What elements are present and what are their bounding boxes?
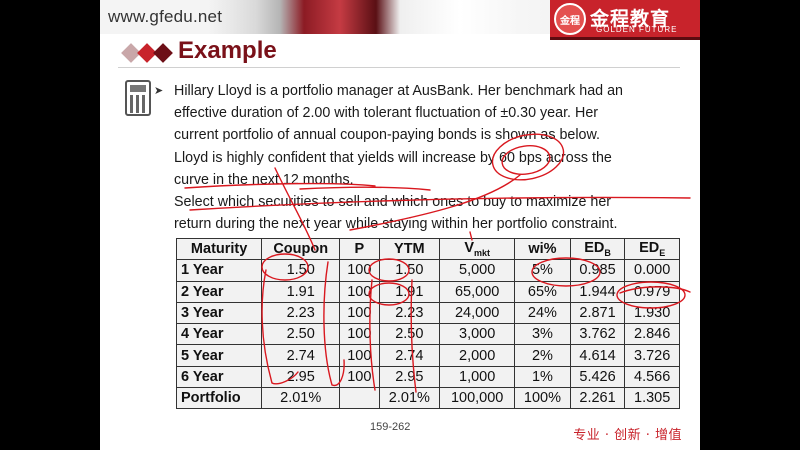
- table-cell: 2%: [514, 344, 571, 367]
- text-line: Select which securities to sell and whic…: [174, 194, 612, 211]
- table-cell: 0.985: [569, 259, 626, 282]
- table-cell: 4.566: [624, 365, 680, 389]
- table-cell: 2.95: [261, 365, 341, 389]
- table-cell: 2.01%: [378, 387, 441, 410]
- row-label: 2 Year: [175, 280, 263, 303]
- table-cell: 100,000: [439, 387, 516, 410]
- bullet-arrow-icon: ➤: [154, 85, 164, 97]
- table-cell: 100: [339, 259, 380, 282]
- table-cell: 100: [339, 280, 380, 303]
- row-label: 4 Year: [175, 323, 263, 346]
- table-cell: 2.23: [378, 301, 441, 325]
- table-row: 4 Year 2.50 100 2.50 3,000 3% 3.762 2.846: [175, 323, 680, 346]
- logo-text-cn: 金程教育: [590, 8, 671, 30]
- col-weight: wi%: [514, 237, 571, 261]
- table-cell: 5,000: [439, 259, 516, 282]
- col-price: P: [339, 237, 380, 261]
- footer-slogan: 专业 · 创新 · 增值: [573, 428, 682, 443]
- row-label: Portfolio: [175, 387, 263, 410]
- table-cell: 1%: [514, 365, 571, 389]
- table-cell: 3.726: [624, 344, 680, 367]
- page-number: 159-262: [370, 421, 411, 433]
- table-cell: 65%: [514, 280, 571, 303]
- paragraph-2: Select which securities to sell and whic…: [168, 191, 693, 235]
- diamond-icon: [153, 43, 173, 63]
- title-bar: Example: [118, 36, 680, 68]
- header-banner: www.gfedu.net 金程 金程教育 GOLDEN FUTURE: [100, 0, 700, 40]
- table-cell: 3%: [514, 323, 571, 346]
- table-row: 6 Year 2.95 100 2.95 1,000 1% 5.426 4.566: [175, 365, 680, 389]
- table-cell: 1.944: [569, 280, 626, 303]
- slide: www.gfedu.net 金程 金程教育 GOLDEN FUTURE Exam…: [100, 0, 700, 450]
- col-ede: EDE: [624, 237, 680, 261]
- table-cell: 4.614: [569, 344, 626, 367]
- table-cell: 3.762: [569, 323, 626, 346]
- table-cell: 1,000: [439, 365, 516, 389]
- col-ytm: YTM: [378, 237, 441, 261]
- col-edb: EDB: [569, 237, 626, 261]
- row-label: 6 Year: [175, 365, 263, 389]
- table-cell: 2,000: [439, 344, 516, 367]
- table-row: 1 Year 1.50 100 1.50 5,000 5% 0.985 0.000: [175, 259, 680, 282]
- col-coupon: Coupon: [261, 237, 341, 261]
- table-cell: 1.305: [624, 387, 680, 410]
- table-row: Portfolio 2.01% 2.01% 100,000 100% 2.261 1.305: [175, 387, 680, 410]
- table-cell: 24,000: [439, 301, 516, 325]
- text-line: current portfolio of annual coupon-payin…: [174, 127, 601, 144]
- table-cell: 100%: [514, 387, 571, 410]
- table-row: 5 Year 2.74 100 2.74 2,000 2% 4.614 3.726: [175, 344, 680, 367]
- col-maturity: Maturity: [175, 237, 263, 261]
- row-label: 1 Year: [175, 259, 263, 282]
- table-cell: 2.50: [378, 323, 441, 346]
- table-cell: 2.50: [261, 323, 341, 346]
- table-cell: 100: [339, 344, 380, 367]
- table-cell: 100: [339, 323, 380, 346]
- text-line: effective duration of 2.00 with tolerant…: [174, 105, 599, 122]
- logo-text-en: GOLDEN FUTURE: [596, 25, 678, 34]
- table-cell: 2.74: [261, 344, 341, 367]
- table-cell: 5%: [514, 259, 571, 282]
- table-cell: 0.979: [624, 280, 680, 303]
- bond-portfolio-table: Maturity Coupon P YTM Vmkt wi% EDB EDE 1…: [175, 237, 680, 410]
- table-cell: [339, 387, 380, 410]
- table-cell: 2.23: [261, 301, 341, 325]
- table-cell: 65,000: [439, 280, 516, 303]
- table-cell: 1.50: [378, 259, 441, 282]
- table-cell: 100: [339, 301, 380, 325]
- text-line: curve in the next 12 months.: [174, 171, 354, 188]
- table-cell: 24%: [514, 301, 571, 325]
- slide-title: Example: [178, 37, 277, 64]
- table-cell: 5.426: [569, 365, 626, 389]
- paragraph-1: ➤ Hillary Lloyd is a portfolio manager a…: [154, 80, 693, 191]
- table-cell: 1.50: [261, 259, 341, 282]
- table-cell: 2.846: [624, 323, 680, 346]
- table-cell: 0.000: [624, 259, 680, 282]
- table-cell: 1.91: [378, 280, 441, 303]
- table-row: 3 Year 2.23 100 2.23 24,000 24% 2.871 1.930: [175, 301, 680, 325]
- col-vmkt: Vmkt: [439, 237, 516, 261]
- table-cell: 2.74: [378, 344, 441, 367]
- text-line: return during the next year while stayin…: [174, 216, 618, 233]
- calculator-icon: [125, 80, 151, 116]
- problem-text: ➤ Hillary Lloyd is a portfolio manager a…: [154, 80, 693, 235]
- text-line: Lloyd is highly confident that yields wi…: [174, 149, 612, 166]
- table-cell: 3,000: [439, 323, 516, 346]
- table-cell: 2.95: [378, 365, 441, 389]
- table-cell: 2.01%: [261, 387, 341, 410]
- table-cell: 1.930: [624, 301, 680, 325]
- row-label: 3 Year: [175, 301, 263, 325]
- logo-seal-icon: 金程: [554, 3, 586, 35]
- table-cell: 1.91: [261, 280, 341, 303]
- table-cell: 100: [339, 365, 380, 389]
- site-url: www.gfedu.net: [108, 7, 223, 26]
- row-label: 5 Year: [175, 344, 263, 367]
- table-header-row: Maturity Coupon P YTM Vmkt wi% EDB EDE: [175, 237, 680, 261]
- table-row: 2 Year 1.91 100 1.91 65,000 65% 1.944 0.979: [175, 280, 680, 303]
- brand-logo: 金程 金程教育 GOLDEN FUTURE: [550, 0, 700, 40]
- table-cell: 2.261: [569, 387, 626, 410]
- table-cell: 2.871: [569, 301, 626, 325]
- text-line: Hillary Lloyd is a portfolio manager at …: [174, 83, 623, 99]
